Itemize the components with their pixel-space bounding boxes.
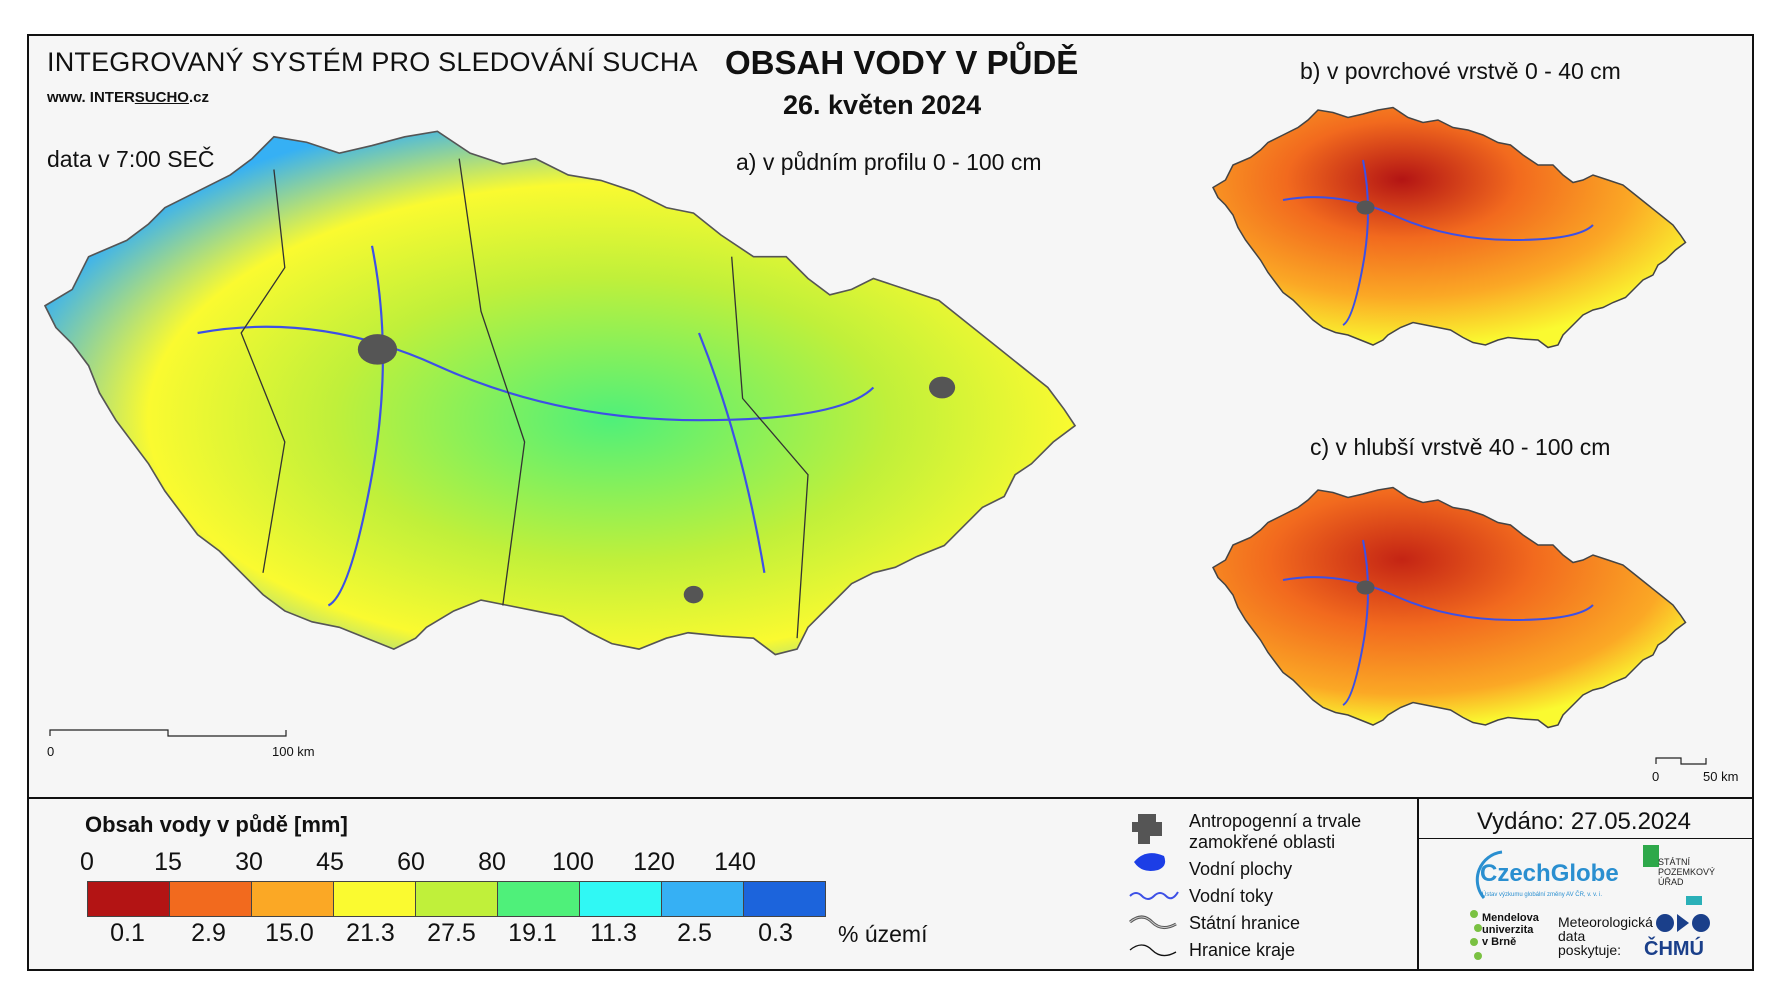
scale-bar-small	[1655, 757, 1707, 765]
data-time: data v 7:00 SEČ	[47, 146, 215, 172]
legend-threshold: 120	[633, 848, 675, 876]
legend-percentage: 15.0	[265, 919, 314, 947]
legend-threshold: 140	[714, 848, 756, 876]
legend-percentage: 2.5	[677, 919, 712, 947]
map-c-label: c) v hlubší vrstvě 40 - 100 cm	[1310, 434, 1611, 460]
scale-main-zero: 0	[47, 744, 55, 759]
scale-bar-main	[49, 729, 287, 737]
spu-logo-accent	[1686, 896, 1702, 905]
anthropogenic-area-icon	[1132, 814, 1162, 844]
issued-date: Vydáno: 27.05.2024	[1477, 808, 1691, 835]
czechglobe-logo: CzechGlobe	[1480, 860, 1619, 887]
legend-threshold: 0	[80, 848, 94, 876]
percent-label: % území	[838, 921, 928, 947]
meteo-provider-label: Meteorologická data poskytuje:	[1558, 914, 1653, 958]
region-border-label: Hranice kraje	[1189, 940, 1296, 960]
scale-small-end: 50 km	[1703, 769, 1739, 784]
chmu-logo-mark	[1656, 914, 1710, 932]
issued-divider	[1417, 838, 1754, 839]
spu-logo: STÁTNÍ POZEMKOVÝ ÚŘAD	[1658, 857, 1716, 887]
map-date: 26. květen 2024	[783, 90, 982, 120]
legend-percentage: 0.1	[110, 919, 145, 947]
website-link[interactable]: www. INTERSUCHO.cz	[47, 89, 209, 106]
legend-percentage: 27.5	[427, 919, 476, 947]
spu-logo-mark	[1643, 845, 1659, 867]
legend-percentage: 19.1	[508, 919, 557, 947]
czechglobe-logo-arc	[1475, 850, 1503, 899]
legend-percentage: 11.3	[590, 919, 637, 947]
water-bodies-label: Vodní plochy	[1189, 859, 1293, 879]
footer-divider	[1417, 797, 1419, 971]
chmu-logo: ČHMÚ	[1644, 938, 1704, 960]
legend-threshold: 30	[235, 848, 263, 876]
scale-main-end: 100 km	[272, 744, 315, 759]
region-border-icon	[1129, 944, 1177, 957]
legend-threshold: 80	[478, 848, 506, 876]
legend-color-class	[88, 882, 170, 916]
legend-color-class	[170, 882, 252, 916]
water-body-icon	[1134, 853, 1166, 871]
czechglobe-subtitle: Ústav výzkumu globální změny AV ČR, v. v…	[1482, 892, 1603, 898]
legend-threshold: 100	[552, 848, 594, 876]
maps-svg	[44, 106, 1707, 765]
map-a-label: a) v půdním profilu 0 - 100 cm	[736, 149, 1042, 175]
river-icon	[1129, 891, 1179, 900]
anthropogenic-label-2: zamokřené oblasti	[1189, 832, 1336, 852]
legend-color-class	[334, 882, 416, 916]
legend-color-class	[498, 882, 580, 916]
mendel-logo: Mendelova univerzita v Brně	[1482, 912, 1539, 948]
legend-color-class	[252, 882, 334, 916]
symbol-icons	[1129, 814, 1179, 957]
scale-small-zero: 0	[1652, 769, 1660, 784]
legend-color-class	[662, 882, 744, 916]
map-b-label: b) v povrchové vrstvě 0 - 40 cm	[1300, 58, 1621, 84]
state-border-label: Státní hranice	[1189, 913, 1301, 933]
legend-threshold: 15	[154, 848, 182, 876]
legend-threshold: 45	[316, 848, 344, 876]
legend-percentage: 0.3	[758, 919, 793, 947]
legend-percentage: 21.3	[346, 919, 395, 947]
mendel-logo-dots	[1470, 910, 1482, 960]
legend-colorbar	[87, 881, 826, 917]
legend-color-class	[744, 882, 825, 916]
main-title: OBSAH VODY V PŮDĚ	[725, 44, 1079, 81]
system-title: INTEGROVANÝ SYSTÉM PRO SLEDOVÁNÍ SUCHA	[47, 47, 698, 77]
legend-divider	[27, 797, 1754, 799]
anthropogenic-label-1: Antropogenní a trvale	[1189, 811, 1362, 831]
legend-title: Obsah vody v půdě [mm]	[85, 812, 348, 837]
legend-percentage: 2.9	[191, 919, 226, 947]
map-a	[44, 130, 1076, 656]
map-b	[1212, 106, 1687, 349]
legend-color-class	[580, 882, 662, 916]
legend-color-class	[416, 882, 498, 916]
legend-threshold: 60	[397, 848, 425, 876]
rivers-label: Vodní toky	[1189, 886, 1274, 906]
map-c	[1212, 486, 1687, 729]
